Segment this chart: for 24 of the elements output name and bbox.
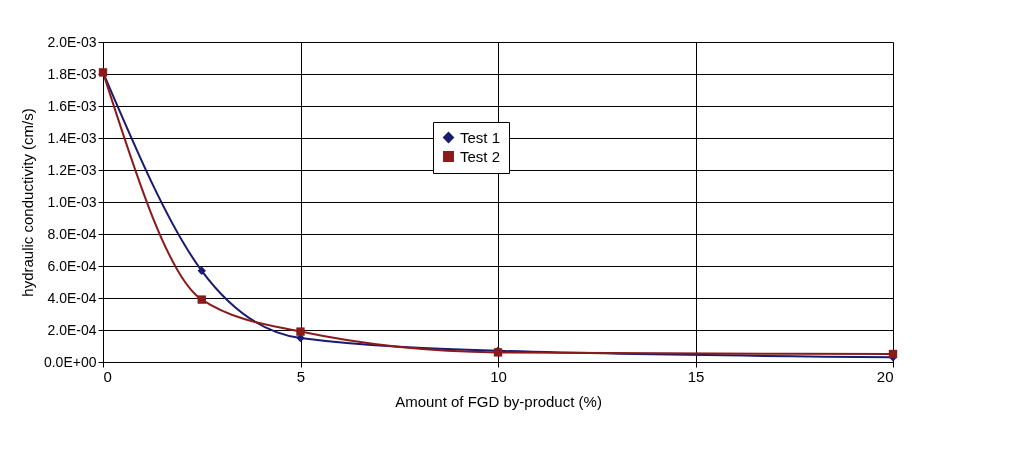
y-tick-label: 8.0E-04 [47,225,97,242]
x-tick-label: 5 [296,367,306,385]
y-tick-label: 6.0E-04 [47,257,97,274]
y-tick-label: 4.0E-04 [47,289,97,306]
x-axis-title: Amount of FGD by-product (%) [395,392,602,410]
y-tick-label: 1.8E-03 [47,65,97,82]
point [197,266,206,275]
x-tick-label: 10 [490,367,507,385]
x-tick-label: 0 [103,367,112,385]
legend-label: Test 2 [460,147,501,165]
y-tick-label: 1.6E-03 [47,97,97,114]
point [197,295,206,304]
legend-label: Test 1 [460,128,501,146]
point [888,349,898,359]
x-tick-label: 15 [687,367,705,385]
x-tick-label: 20 [876,367,894,385]
y-tick-label: 1.4E-03 [47,129,97,146]
y-tick-label: 1.2E-03 [47,161,97,178]
y-tick-label: 1.0E-03 [47,193,97,210]
y-tick-label: 0.0E+00 [43,353,97,370]
point [296,327,305,336]
y-tick-label: 2.0E-04 [47,321,97,338]
y-tick-label: 2.0E-03 [47,33,97,50]
y-axis-title: hydraulic conductivity (cm/s) [18,108,36,297]
